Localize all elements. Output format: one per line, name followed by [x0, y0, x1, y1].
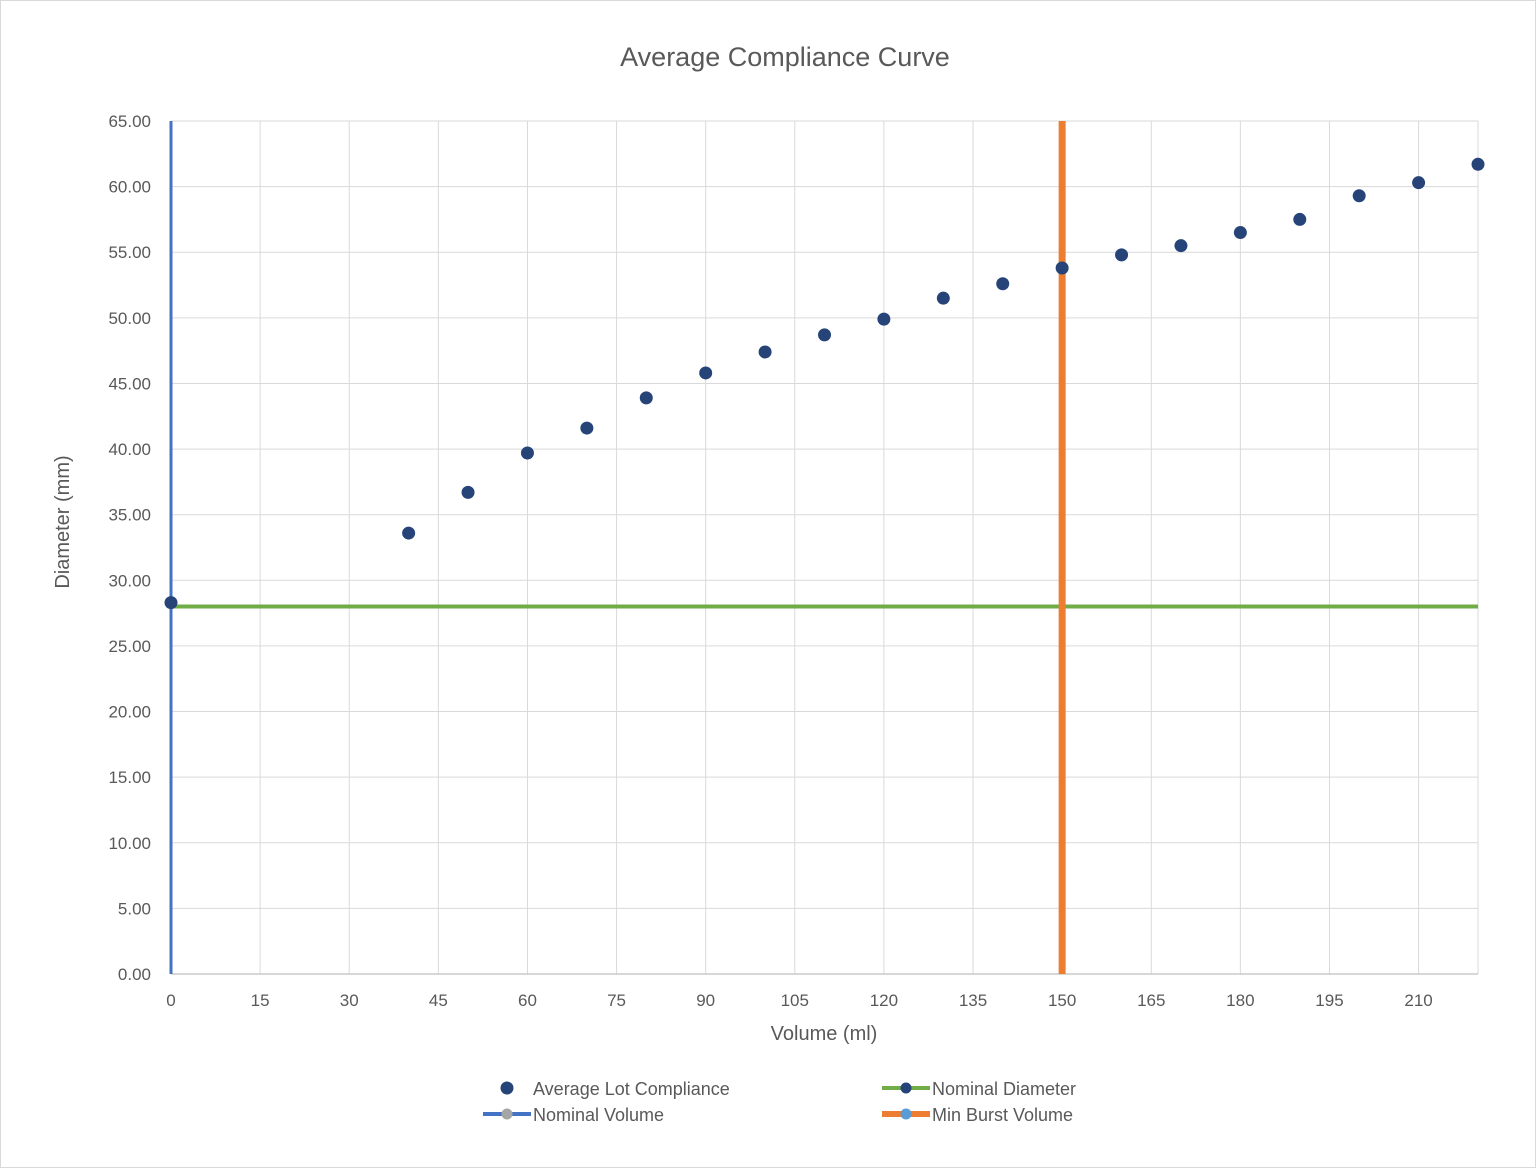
- legend-marker: [500, 1081, 514, 1095]
- y-tick-label: 5.00: [118, 899, 151, 918]
- x-tick-labels: 0 15 30 45 60 75 90 105 120 135 150 165 180 195 210: [166, 991, 1433, 1010]
- legend-marker: [900, 1082, 912, 1094]
- grid: [170, 120, 1479, 975]
- data-point: [639, 391, 653, 405]
- y-tick-label: 60.00: [108, 178, 151, 197]
- data-point: [1174, 239, 1188, 253]
- x-tick-label: 195: [1315, 991, 1343, 1010]
- data-point: [758, 345, 772, 359]
- x-tick-label: 150: [1048, 991, 1076, 1010]
- x-tick-label: 120: [870, 991, 898, 1010]
- x-tick-label: 45: [429, 991, 448, 1010]
- legend-label: Nominal Diameter: [932, 1079, 1076, 1099]
- data-point: [164, 596, 178, 610]
- reference-lines: [169, 121, 1478, 974]
- data-point: [580, 421, 594, 435]
- legend-entry: Nominal Volume: [483, 1105, 664, 1125]
- data-points: [164, 157, 1485, 610]
- y-tick-label: 30.00: [108, 571, 151, 590]
- y-tick-label: 40.00: [108, 440, 151, 459]
- x-tick-label: 135: [959, 991, 987, 1010]
- data-point: [1352, 189, 1366, 203]
- legend-entry: Min Burst Volume: [882, 1105, 1073, 1125]
- x-axis-label: Volume (ml): [771, 1023, 878, 1045]
- legend: Average Lot Compliance Nominal Diameter No…: [483, 1079, 1076, 1125]
- legend-label: Average Lot Compliance: [533, 1079, 730, 1099]
- data-point: [818, 328, 831, 342]
- y-tick-label: 10.00: [108, 834, 151, 853]
- y-tick-labels: 0.00 5.00 10.00 15.00 20.00 25.00 30.00 35.00 40…: [108, 112, 151, 984]
- data-point: [1412, 176, 1426, 190]
- data-point: [520, 446, 534, 460]
- chart-title: Average Compliance Curve: [620, 42, 950, 72]
- legend-entry: Nominal Diameter: [882, 1079, 1076, 1099]
- data-point: [461, 485, 475, 499]
- data-point: [699, 366, 713, 380]
- y-tick-label: 50.00: [108, 309, 151, 328]
- y-tick-label: 35.00: [108, 506, 151, 525]
- x-tick-label: 30: [340, 991, 359, 1010]
- data-point: [996, 277, 1010, 291]
- x-tick-label: 210: [1404, 991, 1432, 1010]
- y-tick-label: 25.00: [108, 637, 151, 656]
- data-point: [936, 291, 950, 305]
- data-point: [877, 312, 891, 326]
- y-tick-label: 15.00: [108, 768, 151, 787]
- legend-marker: [501, 1108, 513, 1120]
- x-tick-label: 75: [607, 991, 626, 1010]
- y-tick-label: 45.00: [108, 374, 151, 393]
- y-tick-label: 55.00: [108, 243, 151, 262]
- y-tick-label: 0.00: [118, 965, 151, 984]
- data-point: [1115, 248, 1129, 262]
- x-tick-label: 105: [781, 991, 809, 1010]
- legend-marker: [900, 1108, 912, 1120]
- x-tick-label: 60: [518, 991, 537, 1010]
- legend-entry: Average Lot Compliance: [500, 1079, 730, 1099]
- x-tick-label: 180: [1226, 991, 1254, 1010]
- x-tick-label: 165: [1137, 991, 1165, 1010]
- y-tick-label: 20.00: [108, 703, 151, 722]
- data-point: [1293, 212, 1307, 226]
- data-point: [1471, 157, 1485, 171]
- x-tick-label: 15: [251, 991, 270, 1010]
- data-point: [1055, 261, 1069, 275]
- legend-label: Nominal Volume: [533, 1105, 664, 1125]
- data-point: [1233, 226, 1247, 240]
- legend-label: Min Burst Volume: [932, 1105, 1073, 1125]
- data-point: [402, 526, 416, 540]
- y-tick-label: 65.00: [108, 112, 151, 131]
- x-tick-label: 90: [696, 991, 715, 1010]
- y-axis-label: Diameter (mm): [52, 455, 74, 588]
- x-tick-label: 0: [166, 991, 175, 1010]
